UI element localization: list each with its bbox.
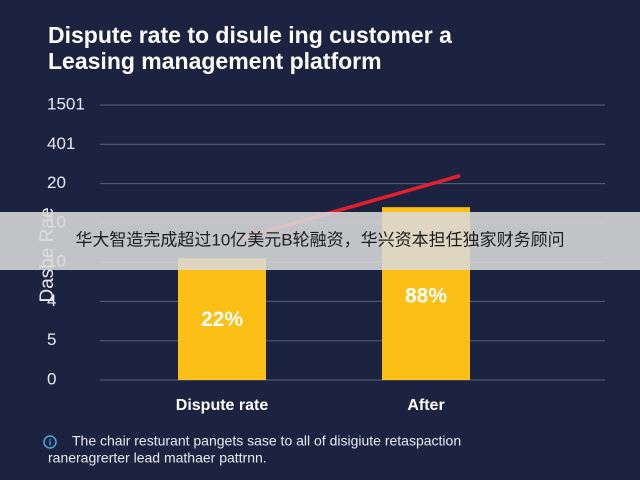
y-tick-label: 0 — [47, 369, 56, 388]
y-tick-label: 1501 — [47, 94, 85, 113]
y-tick-label: 20 — [47, 173, 66, 192]
info-icon — [43, 435, 57, 449]
overlay-banner — [0, 212, 640, 270]
footnote: raneragrerter lead mathaer pattrnn. — [48, 450, 267, 466]
x-tick-label: Dispute rate — [176, 397, 269, 414]
info-icon-glyph: i — [49, 437, 52, 447]
bar — [178, 258, 266, 380]
bar-text: 88% — [405, 285, 447, 308]
bar-text: 22% — [201, 308, 243, 331]
banner-text: 华大智造完成超过10亿美元B轮融资，华兴资本担任独家财务顾问 — [75, 230, 564, 249]
x-tick-label: After — [407, 397, 444, 414]
chart-subtitle: Leasing management platform — [48, 48, 382, 74]
y-tick-label: 4 — [47, 291, 56, 310]
y-tick-label: 5 — [47, 330, 56, 349]
chart-title: Dispute rate to disule ing customer a — [48, 22, 452, 48]
y-tick-label: 401 — [47, 134, 75, 153]
footnote: The chair resturant pangets sase to all … — [72, 433, 461, 449]
